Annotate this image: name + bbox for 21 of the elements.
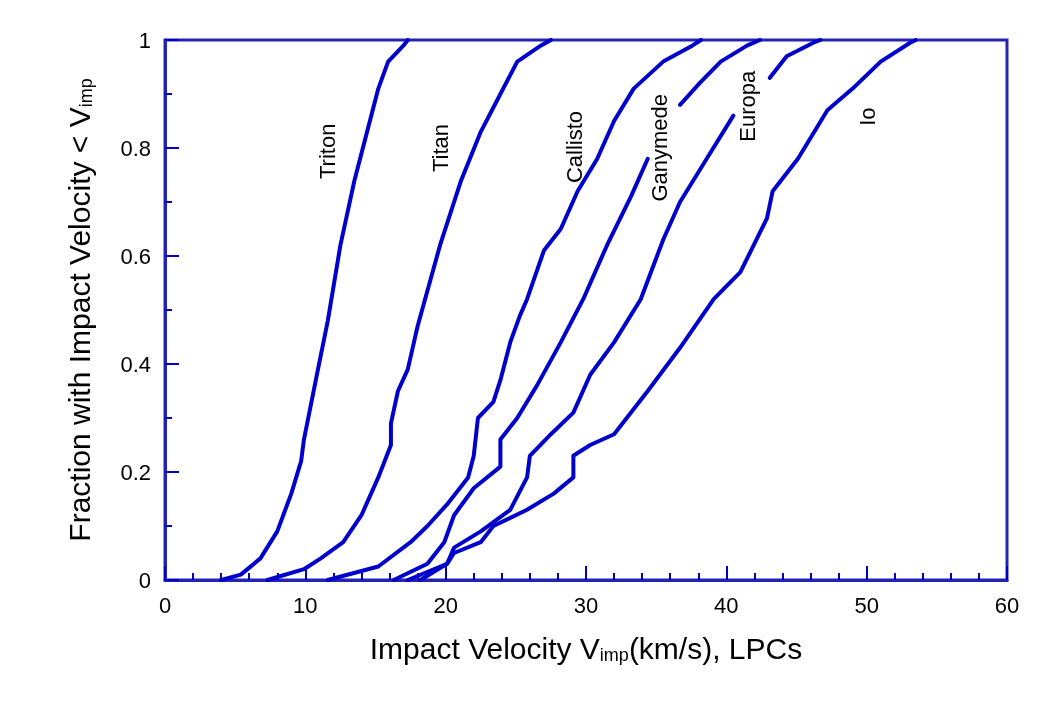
text: Ganymede bbox=[647, 93, 673, 202]
x-tick-label: 10 bbox=[293, 592, 318, 618]
y-tick-label: 0.2 bbox=[120, 459, 151, 485]
text: Titan bbox=[428, 124, 454, 173]
line-series bbox=[265, 38, 553, 582]
x-tick-label: 0 bbox=[158, 592, 172, 618]
x-tick-label: 40 bbox=[714, 592, 739, 618]
x-tick-label: 50 bbox=[854, 592, 879, 618]
y-tick-label: 0.4 bbox=[120, 351, 151, 377]
text: Callisto bbox=[561, 110, 587, 184]
x-tick-label: 60 bbox=[994, 592, 1020, 618]
y-tick-label: 0.8 bbox=[120, 135, 151, 161]
y-axis-title: Fraction with Impact Velocity < Vimp bbox=[62, 78, 96, 542]
y-tick-label: 0 bbox=[138, 567, 151, 593]
text: Triton bbox=[314, 123, 340, 180]
text: Europa bbox=[735, 69, 761, 142]
x-tick-label: 20 bbox=[433, 592, 458, 618]
y-tick-label: 0.6 bbox=[120, 243, 151, 269]
x-tick-label: 30 bbox=[573, 592, 599, 618]
text: Io bbox=[854, 107, 880, 126]
y-tick-label: 1 bbox=[138, 27, 151, 53]
